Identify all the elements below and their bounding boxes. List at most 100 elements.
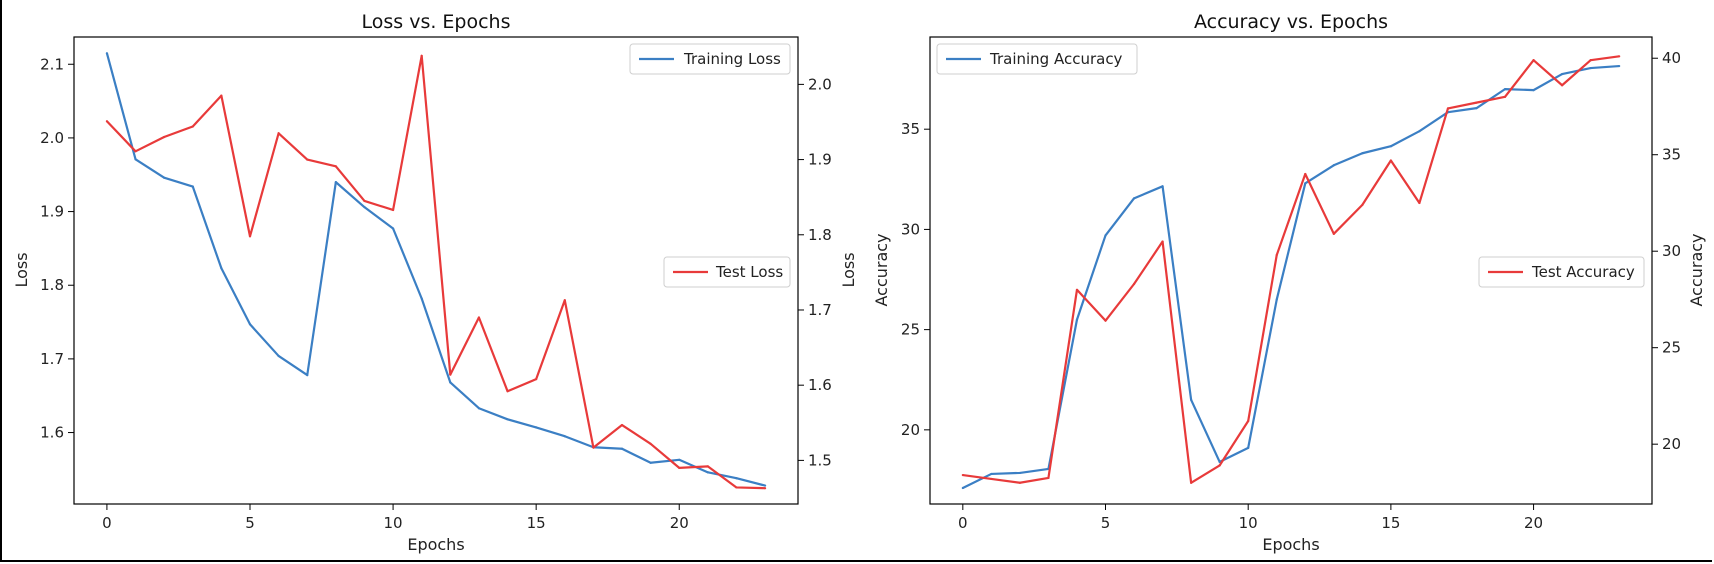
training-loss-line-point (506, 418, 509, 421)
test-loss-line-point (334, 165, 337, 168)
test-loss-line-point (134, 150, 137, 153)
training-loss-line-point (678, 458, 681, 461)
x-tick-label: 10 (384, 514, 403, 532)
legend-label: Test Accuracy (1531, 263, 1635, 281)
test-loss-line-point (563, 299, 566, 302)
chart-title: Loss vs. Epochs (361, 11, 510, 33)
test-loss-line-point (535, 378, 538, 381)
test-loss-line-point (420, 54, 423, 57)
training-loss-line-point (191, 185, 194, 188)
training-accuracy-line-point (1104, 234, 1107, 237)
test-loss-line-point (735, 486, 738, 489)
test-accuracy-line-point (1561, 84, 1564, 87)
training-loss-line-point (649, 461, 652, 464)
right-y-tick-label: 35 (1662, 146, 1681, 164)
right-y-axis-label: Loss (839, 252, 858, 287)
test-loss-line-point (191, 125, 194, 128)
left-y-tick-label: 35 (901, 120, 920, 138)
training-accuracy-line-point (1418, 130, 1421, 133)
left-y-tick-label: 1.7 (40, 350, 64, 368)
test-accuracy-line-point (1475, 101, 1478, 104)
test-accuracy-line-point (1618, 55, 1621, 58)
training-loss-line-point (306, 373, 309, 377)
test-accuracy-line-point (1304, 172, 1307, 176)
right-y-tick-label: 1.7 (808, 301, 832, 319)
right-y-tick-label: 25 (1662, 339, 1681, 357)
training-accuracy-line-point (1332, 164, 1335, 167)
right-y-tick-label: 40 (1662, 49, 1681, 67)
x-tick-label: 15 (1381, 514, 1400, 532)
legend-label: Test Loss (715, 263, 783, 281)
test-accuracy-line-point (1132, 282, 1136, 286)
test-accuracy-line-point (1418, 201, 1421, 205)
test-loss-line (106, 54, 766, 490)
training-loss-line-point (620, 447, 624, 450)
test-accuracy-line-point (1503, 95, 1507, 98)
test-loss-line-point (506, 390, 509, 393)
left-y-tick-label: 1.6 (40, 424, 64, 442)
training-accuracy-line-point (990, 472, 993, 476)
left-y-tick-label: 20 (901, 421, 920, 439)
training-accuracy-line-point (1475, 107, 1478, 110)
x-tick-label: 0 (958, 514, 968, 532)
training-loss-line (105, 52, 766, 487)
training-accuracy-line-point (1304, 182, 1307, 185)
plot-frame (73, 36, 799, 505)
training-loss-line-point (220, 267, 223, 270)
test-loss-line-point (277, 132, 280, 135)
left-y-tick-label: 2.0 (40, 129, 64, 147)
left-y-tick-label: 1.8 (40, 276, 64, 294)
test-accuracy-line-point (1247, 419, 1250, 423)
training-accuracy-line-point (1503, 88, 1507, 91)
test-accuracy-line-point (1361, 203, 1364, 206)
test-accuracy-line-point (1589, 59, 1592, 62)
test-loss-line-point (620, 423, 624, 427)
training-accuracy-line-point (1132, 197, 1136, 200)
training-loss-line-point (363, 206, 366, 209)
x-tick-label: 10 (1239, 514, 1258, 532)
training-accuracy-line-point (1532, 89, 1535, 92)
test-accuracy-line-point (1075, 288, 1079, 291)
test-accuracy-line-point (1047, 476, 1050, 480)
chart-title: Accuracy vs. Epochs (1194, 11, 1388, 33)
right-y-tick-label: 2.0 (808, 75, 832, 93)
test-accuracy-line-point (1018, 481, 1021, 484)
right-y-axis-label: Accuracy (1687, 233, 1706, 306)
test-accuracy-line-point (1332, 232, 1335, 235)
x-tick-label: 0 (102, 514, 112, 532)
training-accuracy-line-point (1589, 66, 1592, 70)
training-loss-line-point (449, 381, 452, 384)
left-y-tick-label: 2.1 (40, 55, 64, 73)
test-loss-line-point (649, 442, 652, 445)
x-axis-label: Epochs (1262, 535, 1319, 554)
test-loss-line-point (449, 373, 452, 376)
test-loss-line-point (363, 199, 366, 203)
right-y-tick-label: 30 (1662, 242, 1681, 260)
test-accuracy-line-point (1446, 107, 1450, 110)
left-y-axis-label: Loss (12, 252, 31, 287)
training-loss-line-point (105, 52, 109, 55)
training-loss-line-point (535, 426, 538, 429)
left-y-tick-label: 1.9 (40, 203, 64, 221)
legend-training-accuracy: Training Accuracy (936, 43, 1138, 75)
training-loss-line-point (763, 484, 767, 487)
left-y-tick-label: 30 (901, 220, 920, 238)
training-loss-line-point (477, 407, 481, 410)
training-accuracy-line-point (1361, 152, 1364, 155)
right-y-tick-label: 1.5 (808, 451, 832, 469)
right-y-tick-label: 1.8 (808, 226, 832, 244)
plot-frame (929, 36, 1653, 505)
training-loss-line-point (248, 323, 252, 326)
test-loss-line-point (706, 465, 709, 468)
x-tick-label: 20 (1524, 514, 1543, 532)
training-loss-line-point (163, 176, 166, 179)
test-accuracy-line-point (1190, 481, 1193, 484)
right-y-tick-label: 20 (1662, 435, 1681, 453)
test-accuracy-line-point (961, 473, 964, 477)
test-loss-line-point (678, 466, 681, 470)
right-y-tick-label: 1.6 (808, 376, 832, 394)
loss-chart: Loss vs. Epochs 0 5 10 15 20 1.6 1.7 1.8 1.9 2.0… (12, 11, 858, 554)
training-accuracy-line-point (1561, 72, 1564, 76)
training-accuracy-line-point (1190, 398, 1193, 401)
